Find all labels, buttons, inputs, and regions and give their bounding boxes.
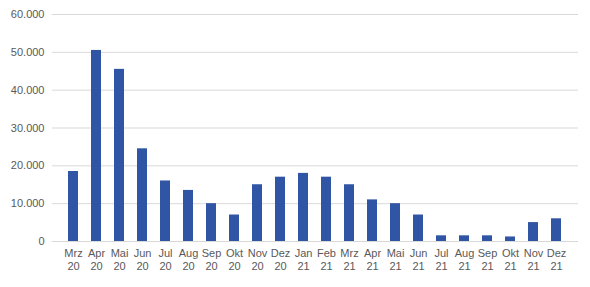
svg-text:Dez21: Dez21 bbox=[547, 247, 567, 272]
svg-text:Dez20: Dez20 bbox=[271, 247, 291, 272]
svg-text:30.000: 30.000 bbox=[11, 122, 45, 134]
svg-text:Okt20: Okt20 bbox=[226, 247, 243, 272]
svg-text:Nov21: Nov21 bbox=[524, 247, 544, 272]
svg-text:Aug21: Aug21 bbox=[455, 247, 475, 272]
svg-text:40.000: 40.000 bbox=[11, 84, 45, 96]
svg-text:Jul20: Jul20 bbox=[158, 247, 172, 272]
svg-text:20.000: 20.000 bbox=[11, 159, 45, 171]
svg-text:Sep20: Sep20 bbox=[202, 247, 222, 272]
svg-text:Sep21: Sep21 bbox=[478, 247, 498, 272]
svg-text:Apr20: Apr20 bbox=[88, 247, 105, 272]
svg-text:Jan21: Jan21 bbox=[295, 247, 313, 272]
svg-text:50.000: 50.000 bbox=[11, 46, 45, 58]
svg-text:Mrz21: Mrz21 bbox=[340, 247, 358, 272]
svg-text:Aug20: Aug20 bbox=[179, 247, 199, 272]
svg-text:Mrz20: Mrz20 bbox=[64, 247, 82, 272]
svg-text:10.000: 10.000 bbox=[11, 197, 45, 209]
svg-text:Okt21: Okt21 bbox=[502, 247, 519, 272]
svg-text:Nov20: Nov20 bbox=[248, 247, 268, 272]
svg-text:Mai21: Mai21 bbox=[387, 247, 405, 272]
svg-text:Jun21: Jun21 bbox=[410, 247, 428, 272]
svg-text:60.000: 60.000 bbox=[11, 8, 45, 20]
svg-text:Jul21: Jul21 bbox=[434, 247, 448, 272]
svg-text:Jun20: Jun20 bbox=[134, 247, 152, 272]
svg-text:0: 0 bbox=[38, 235, 44, 247]
svg-text:Apr21: Apr21 bbox=[364, 247, 381, 272]
svg-text:Mai20: Mai20 bbox=[111, 247, 129, 272]
svg-text:Feb21: Feb21 bbox=[317, 247, 336, 272]
